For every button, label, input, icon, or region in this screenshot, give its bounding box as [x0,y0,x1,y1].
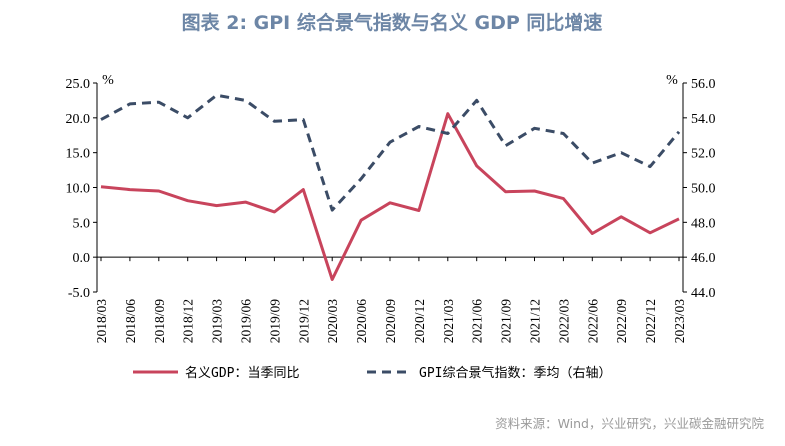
left-axis: 25.0 20.0 15.0 10.0 5.0 0.0 -5.0 [66,77,98,301]
series-line-gpi [100,93,681,212]
chart-title: 图表 2: GPI 综合景气指数与名义 GDP 同比增速 [182,11,603,34]
source-note: 资料来源：Wind，兴业研究，兴业碳金融研究院 [495,416,764,431]
x-tick-label: 2019/06 [239,299,254,344]
series-layer [100,93,681,281]
x-tick-label: 2020/06 [354,299,369,344]
x-tick-label: 2021/03 [441,299,456,344]
right-tick-label: 52.0 [691,147,716,162]
x-tick-label: 2021/06 [470,299,485,344]
series-line-gdp [100,112,680,281]
x-tick-label: 2021/12 [528,299,543,343]
left-tick-label: 20.0 [66,112,91,127]
left-axis-unit: % [102,73,114,88]
left-tick-label: -5.0 [68,286,90,301]
x-tick-label: 2019/03 [210,299,225,344]
left-tick-label: 15.0 [66,147,91,162]
x-tick-label: 2018/06 [123,299,138,344]
right-tick-label: 46.0 [691,251,716,266]
x-tick-label: 2020/03 [325,299,340,344]
x-tick-label: 2022/06 [585,299,600,344]
left-tick-label: 10.0 [66,182,91,197]
x-tick-label: 2020/12 [412,299,427,343]
right-axis-unit: % [666,73,678,88]
x-tick-label: 2020/09 [383,299,398,344]
legend-label-gdp: 名义GDP：当季同比 [185,365,299,381]
left-tick-label: 25.0 [66,77,91,92]
right-tick-label: 50.0 [691,182,716,197]
right-tick-label: 48.0 [691,216,716,231]
right-axis: 56.0 54.0 52.0 50.0 48.0 46.0 44.0 [682,77,716,301]
right-tick-label: 54.0 [691,112,716,127]
x-axis: 2018/03 2018/06 2018/09 2018/12 2019/03 2019/… [94,256,687,344]
left-tick-label: 0.0 [73,251,91,266]
x-tick-label: 2022/09 [614,299,629,344]
legend-label-gpi: GPI综合景气指数：季均（右轴） [419,365,611,381]
x-tick-label: 2023/03 [672,299,687,344]
x-tick-label: 2018/12 [181,299,196,343]
x-tick-label: 2018/03 [94,299,109,344]
x-tick-label: 2022/12 [643,299,658,343]
right-tick-label: 44.0 [691,286,716,301]
x-tick-label: 2019/09 [267,299,282,344]
x-tick-label: 2021/09 [499,299,514,344]
x-tick-label: 2018/09 [152,299,167,344]
x-tick-label: 2019/12 [296,299,311,343]
right-tick-label: 56.0 [691,77,716,92]
left-tick-label: 5.0 [73,216,91,231]
x-tick-label: 2022/03 [556,299,571,344]
legend: 名义GDP：当季同比 GPI综合景气指数：季均（右轴） [133,365,611,381]
